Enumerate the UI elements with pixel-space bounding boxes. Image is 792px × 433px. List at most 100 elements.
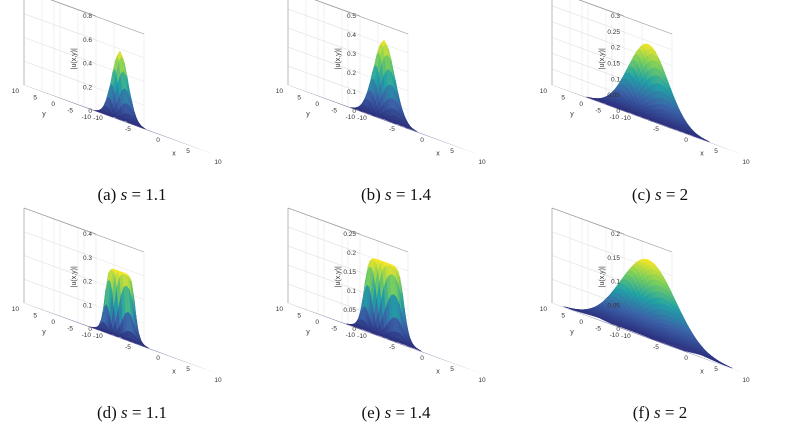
x-tick-label: 5 [450, 148, 454, 155]
z-tick-label: 0.2 [347, 250, 356, 257]
x-tick-label: -5 [389, 344, 395, 351]
x-axis-label: x [172, 150, 176, 157]
y-tick-label: 5 [561, 313, 565, 320]
y-tick-label: 10 [540, 88, 548, 95]
z-tick-label: 0.15 [607, 61, 620, 68]
z-tick-label: 0.1 [347, 288, 356, 295]
z-tick-label: 0.25 [607, 29, 620, 36]
z-tick-label: 0.1 [611, 76, 620, 83]
x-tick-label: 10 [478, 377, 486, 384]
z-tick-label: 0.25 [343, 231, 356, 238]
surface-plot-f: 00.050.10.150.2|u(x,y)|-10-50510x-10-505… [528, 218, 792, 398]
x-tick-label: -5 [125, 126, 131, 133]
y-tick-label: 0 [315, 101, 319, 108]
surface [564, 259, 733, 368]
z-tick-label: 0.3 [611, 13, 620, 20]
y-tick-label: 10 [540, 306, 548, 313]
x-tick-label: 10 [478, 159, 486, 166]
z-tick-label: 0.15 [343, 269, 356, 276]
z-axis-label: |u(x,y)| [599, 48, 606, 69]
z-tick-label: 0.2 [611, 231, 620, 238]
x-tick-label: 10 [214, 377, 222, 384]
y-tick-label: -10 [82, 114, 92, 121]
y-tick-label: -10 [610, 332, 620, 339]
x-tick-label: 5 [186, 366, 190, 373]
z-axis-label: |u(x,y)| [335, 266, 342, 287]
x-tick-label: 10 [742, 377, 750, 384]
y-axis-label: y [306, 111, 310, 118]
y-axis-label: y [570, 329, 574, 336]
x-tick-label: -10 [621, 333, 631, 340]
z-tick-label: 0.15 [607, 255, 620, 262]
y-tick-label: 0 [315, 319, 319, 326]
x-tick-label: -10 [621, 115, 631, 122]
x-tick-label: 10 [214, 159, 222, 166]
x-axis-label: x [700, 368, 704, 375]
z-axis: 00.10.20.30.4|u(x,y)| [71, 231, 92, 333]
x-tick-label: 5 [450, 366, 454, 373]
z-tick-label: 0.1 [83, 302, 92, 309]
x-axis-label: x [700, 150, 704, 157]
z-axis: 00.20.40.60.8|u(x,y)| [71, 13, 92, 115]
y-tick-label: 5 [297, 95, 301, 102]
y-tick-label: 10 [12, 88, 20, 95]
z-tick-label: 0.05 [343, 307, 356, 314]
y-axis-label: y [42, 329, 46, 336]
y-tick-label: -5 [331, 108, 337, 115]
z-axis-label: |u(x,y)| [599, 266, 606, 287]
x-axis: -10 -5 0 5 10 x [93, 115, 222, 166]
x-tick-label: 5 [186, 148, 190, 155]
y-tick-label: 0 [51, 101, 55, 108]
z-tick-label: 0.4 [83, 231, 92, 238]
y-tick-label: 10 [276, 88, 284, 95]
y-tick-label: -5 [67, 108, 73, 115]
z-tick-label: 0.3 [83, 255, 92, 262]
x-tick-label: 0 [420, 137, 424, 144]
x-tick-label: -5 [653, 344, 659, 351]
z-tick-label: 0.1 [347, 89, 356, 96]
y-axis-label: y [42, 111, 46, 118]
y-axis-label: y [570, 111, 574, 118]
x-tick-label: -10 [357, 333, 367, 340]
x-tick-label: 0 [156, 137, 160, 144]
z-tick-label: 0.4 [347, 32, 356, 39]
z-tick-label: 0.05 [607, 302, 620, 309]
x-tick-label: 5 [714, 148, 718, 155]
y-tick-label: 5 [33, 313, 37, 320]
z-tick-label: 0.1 [611, 279, 620, 286]
caption-d: (d) s = 1.1 [0, 400, 264, 426]
y-tick-label: -5 [67, 326, 73, 333]
z-tick-label: 0.4 [83, 61, 92, 68]
y-tick-label: 0 [579, 101, 583, 108]
x-tick-label: 0 [156, 355, 160, 362]
x-tick-label: -5 [125, 344, 131, 351]
y-axis-label: y [306, 329, 310, 336]
caption-e: (e) s = 1.4 [264, 400, 528, 426]
z-tick-label: 0.05 [607, 92, 620, 99]
surface-plot-d: 00.10.20.30.4|u(x,y)|-10-50510x-10-50510… [0, 218, 264, 398]
x-tick-label: -5 [389, 126, 395, 133]
x-axis-label: x [436, 368, 440, 375]
caption-a: (a) s = 1.1 [0, 182, 264, 208]
y-tick-label: 5 [561, 95, 565, 102]
z-axis: 00.10.20.30.40.5|u(x,y)| [335, 13, 356, 115]
x-tick-label: 0 [684, 137, 688, 144]
x-axis-label: x [172, 368, 176, 375]
z-tick-label: 0.5 [347, 13, 356, 20]
x-tick-label: 10 [742, 159, 750, 166]
y-tick-label: 0 [51, 319, 55, 326]
y-tick-label: 10 [276, 306, 284, 313]
z-axis: 00.050.10.150.20.25|u(x,y)| [335, 231, 356, 333]
z-axis-label: |u(x,y)| [335, 48, 342, 69]
x-tick-label: -10 [93, 115, 103, 122]
y-tick-label: -10 [610, 114, 620, 121]
z-tick-label: 0.2 [83, 279, 92, 286]
x-axis-label: x [436, 150, 440, 157]
